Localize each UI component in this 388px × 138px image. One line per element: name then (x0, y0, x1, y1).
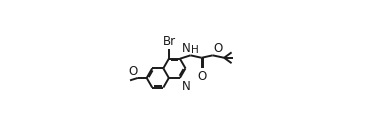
Text: O: O (197, 70, 206, 83)
Text: Br: Br (163, 35, 176, 48)
Text: H: H (191, 45, 199, 55)
Text: N: N (182, 42, 190, 55)
Text: O: O (128, 65, 137, 78)
Text: N: N (182, 80, 190, 93)
Text: O: O (213, 42, 222, 55)
